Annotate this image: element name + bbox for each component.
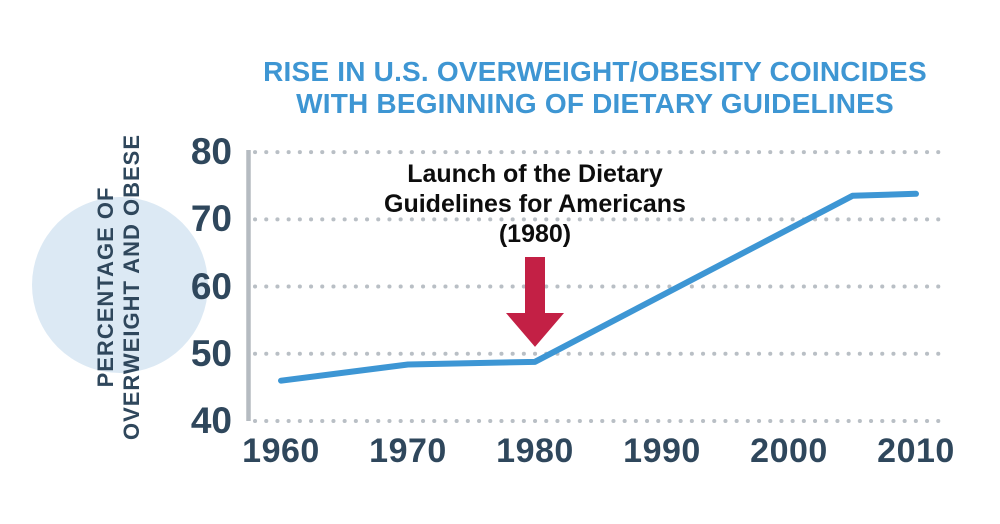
x-tick-label-2000: 2000 — [750, 432, 828, 470]
x-tick-label-1970: 1970 — [369, 432, 447, 470]
x-tick-label-1960: 1960 — [242, 432, 320, 470]
gridlines — [253, 150, 950, 423]
annotation-label: Launch of the Dietary Guidelines for Ame… — [310, 159, 760, 249]
annotation-line1: Launch of the Dietary — [407, 160, 663, 188]
x-tick-label-1980: 1980 — [496, 432, 574, 470]
trend-line — [278, 190, 919, 384]
y-tick-label-60: 60 — [190, 265, 232, 307]
y-tick-label-70: 70 — [190, 198, 232, 240]
annotation-line3: (1980) — [498, 220, 572, 248]
x-tick-label-1990: 1990 — [623, 432, 701, 470]
chart-title-line1: RISE IN U.S. OVERWEIGHT/OBESITY COINCIDE… — [263, 56, 927, 87]
y-tick-label-50: 50 — [190, 332, 232, 374]
y-tick-label-40: 40 — [190, 400, 232, 441]
y-tick-label-80: 80 — [190, 131, 232, 173]
annotation-line2: Guidelines for Americans — [384, 190, 686, 218]
x-tick-label-2010: 2010 — [877, 432, 955, 470]
decorative-circle — [32, 197, 208, 373]
chart-title-line2: WITH BEGINNING OF DIETARY GUIDELINES — [296, 88, 894, 119]
chart-title: RISE IN U.S. OVERWEIGHT/OBESITY COINCIDE… — [190, 56, 1000, 120]
annotation-arrow-icon — [506, 257, 564, 347]
